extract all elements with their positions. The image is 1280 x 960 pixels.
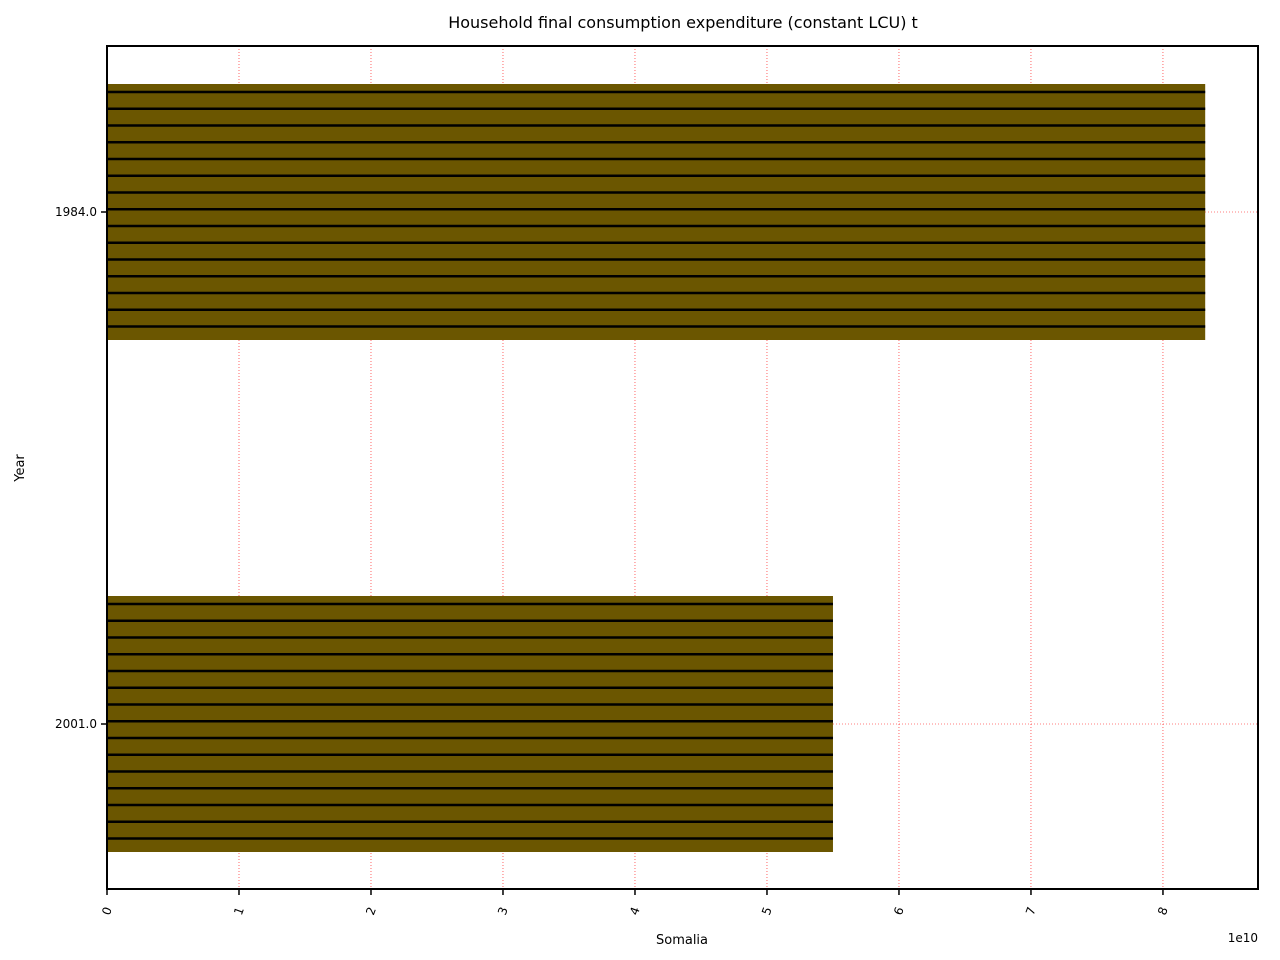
x-tick-label: 7 [1023, 905, 1039, 917]
chart-title: Household final consumption expenditure … [448, 13, 918, 32]
x-axis-label: Somalia [656, 933, 708, 948]
x-tick-label: 5 [759, 905, 775, 917]
y-tick-label: 2001.0 [55, 717, 97, 731]
bar-hatch [107, 90, 1206, 328]
x-tick-label: 3 [495, 905, 511, 917]
y-tick-label: 1984.0 [55, 205, 97, 219]
x-tick-label: 8 [1155, 905, 1171, 917]
plot-frame [106, 45, 1259, 890]
x-tick-label: 2 [363, 905, 379, 917]
y-axis-label: Year [13, 454, 28, 483]
x-offset-label: 1e10 [1228, 931, 1258, 945]
bar [107, 596, 833, 852]
x-tick-label: 4 [627, 905, 643, 917]
bars-layer [107, 84, 1206, 852]
bar [107, 84, 1206, 340]
ticks-layer: 0 1 2 3 4 5 6 7 8 1984.0 2001.0 [55, 205, 1171, 917]
bar-hatch [107, 602, 833, 840]
x-tick-label: 0 [99, 905, 115, 917]
x-tick-label: 6 [891, 905, 907, 917]
x-tick-label: 1 [231, 905, 247, 917]
